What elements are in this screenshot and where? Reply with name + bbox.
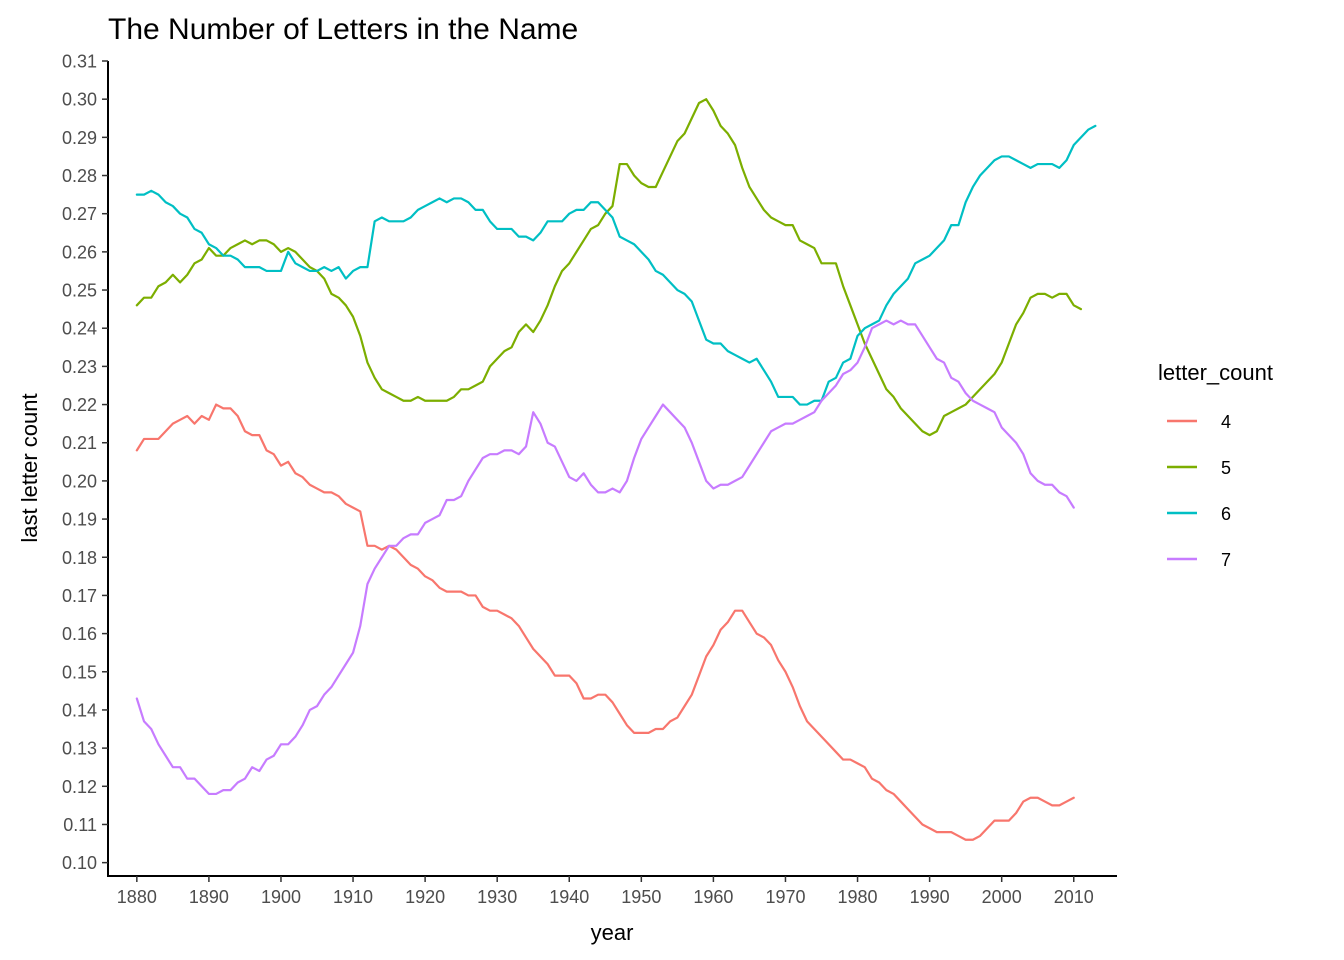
y-tick-label: 0.19	[62, 510, 97, 530]
y-tick-label: 0.29	[62, 128, 97, 148]
y-tick-label: 0.10	[62, 853, 97, 873]
legend-label-6: 6	[1221, 504, 1231, 524]
y-tick-label: 0.15	[62, 662, 97, 682]
x-axis-title: year	[591, 920, 634, 945]
legend: letter_count 4 5 6 7	[1158, 360, 1273, 570]
legend-label-5: 5	[1221, 458, 1231, 478]
y-tick-label: 0.26	[62, 242, 97, 262]
x-tick-label: 1890	[189, 887, 229, 907]
y-tick-label: 0.20	[62, 471, 97, 491]
x-tick-label: 1900	[261, 887, 301, 907]
y-tick-label: 0.22	[62, 395, 97, 415]
x-tick-label: 1970	[765, 887, 805, 907]
x-tick-label: 1880	[117, 887, 157, 907]
y-tick-label: 0.11	[63, 815, 97, 835]
series-line-6	[135, 124, 1097, 406]
legend-keys: 4 5 6 7	[1167, 412, 1231, 570]
x-tick-label: 2010	[1054, 887, 1094, 907]
y-tick-label: 0.30	[62, 90, 97, 110]
x-tick-label: 1980	[838, 887, 878, 907]
y-tick-label: 0.18	[62, 548, 97, 568]
x-tick-label: 1990	[910, 887, 950, 907]
y-tick-label: 0.12	[62, 777, 97, 797]
y-tick-label: 0.16	[62, 624, 97, 644]
y-tick-label: 0.27	[62, 204, 97, 224]
series-line-4	[135, 403, 1075, 841]
y-tick-label: 0.31	[62, 52, 97, 72]
y-axis-title: last letter count	[17, 393, 42, 542]
y-tick-label: 0.23	[62, 357, 97, 377]
plot-lines	[135, 98, 1097, 841]
y-tick-label: 0.25	[62, 281, 97, 301]
x-tick-label: 1940	[549, 887, 589, 907]
y-axis-ticks: 0.10 0.11 0.12 0.13 0.14 0.15 0.16 0.17 0.18 0.19…	[62, 52, 108, 873]
y-tick-label: 0.14	[62, 700, 97, 720]
x-tick-label: 1920	[405, 887, 445, 907]
y-tick-label: 0.13	[62, 739, 97, 759]
x-tick-label: 1910	[333, 887, 373, 907]
x-tick-label: 1960	[693, 887, 733, 907]
y-tick-label: 0.24	[62, 319, 97, 339]
x-axis-ticks: 1880 1890 1900 1910 1920 1930 1940 1950 1960 1970…	[117, 876, 1094, 907]
legend-label-7: 7	[1221, 550, 1231, 570]
x-tick-label: 1950	[621, 887, 661, 907]
y-tick-label: 0.28	[62, 166, 97, 186]
legend-label-4: 4	[1221, 412, 1231, 432]
chart-title: The Number of Letters in the Name	[108, 13, 578, 46]
x-tick-label: 2000	[982, 887, 1022, 907]
series-line-7	[135, 319, 1075, 796]
series-line-5	[135, 98, 1083, 437]
x-tick-label: 1930	[477, 887, 517, 907]
y-tick-label: 0.17	[62, 586, 97, 606]
y-tick-label: 0.21	[62, 433, 97, 453]
legend-title: letter_count	[1158, 360, 1273, 385]
